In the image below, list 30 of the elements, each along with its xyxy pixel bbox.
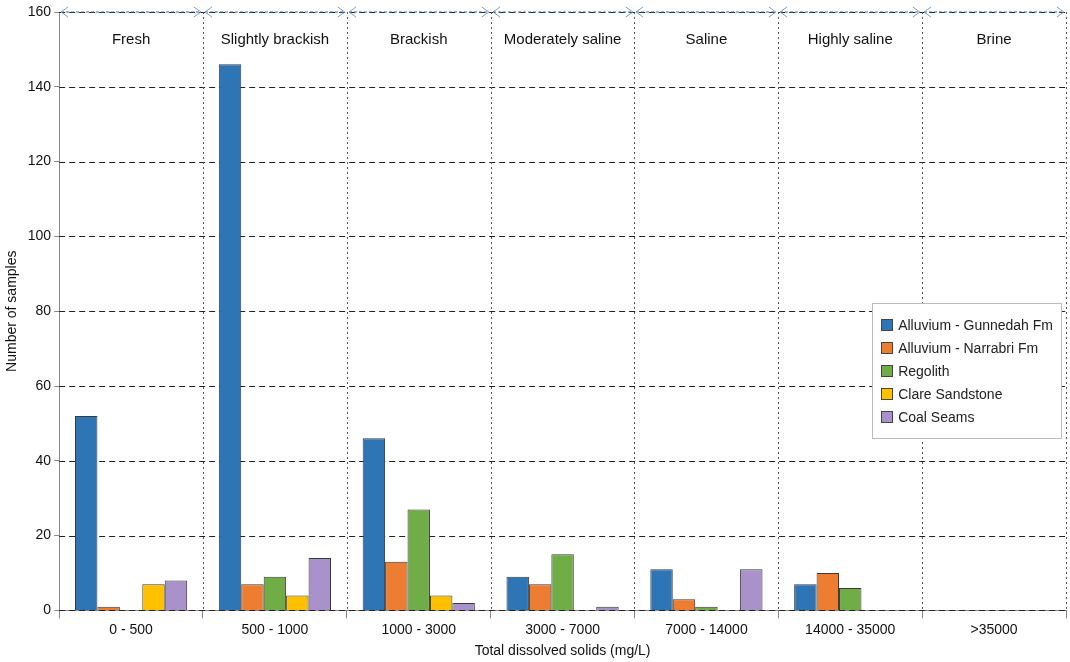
y-tick-label: 40 <box>35 451 52 468</box>
annotation: Saline <box>685 30 728 48</box>
annotation: Brine <box>976 30 1012 48</box>
x-tick-label: 500 - 1000 <box>241 620 309 637</box>
y-tick-label: 140 <box>27 77 52 94</box>
x-tick-label: 7000 - 14000 <box>665 620 748 637</box>
legend-label: Alluvium - Narrabri Fm <box>898 340 1039 357</box>
y-axis-title: Number of samples <box>3 250 20 372</box>
legend-label: Clare Sandstone <box>898 386 1003 403</box>
x-tick-label: 3000 - 7000 <box>525 620 601 637</box>
legend-label: Alluvium - Gunnedah Fm <box>898 317 1053 334</box>
y-tick-label: 20 <box>35 526 52 543</box>
legend-label: Coal Seams <box>898 409 975 426</box>
x-axis-title: Total dissolved solids (mg/L) <box>474 642 651 659</box>
y-tick-label: 160 <box>27 2 52 19</box>
y-tick-label: 100 <box>27 227 52 244</box>
legend-label: Regolith <box>898 363 950 380</box>
x-tick-label: 14000 - 35000 <box>805 620 896 637</box>
annotation: Highly saline <box>807 30 893 48</box>
x-tick-label: >35000 <box>970 620 1018 637</box>
y-tick-label: 120 <box>27 152 52 169</box>
y-tick-label: 60 <box>35 376 52 393</box>
y-tick-label: 80 <box>35 302 52 319</box>
y-tick-label: 0 <box>43 601 52 618</box>
annotation: Brackish <box>389 30 448 48</box>
annotation: Slightly brackish <box>220 30 330 48</box>
annotation: Fresh <box>111 30 151 48</box>
x-tick-label: 0 - 500 <box>109 620 154 637</box>
annotation: Moderately saline <box>503 30 622 48</box>
x-tick-label: 1000 - 3000 <box>381 620 457 637</box>
